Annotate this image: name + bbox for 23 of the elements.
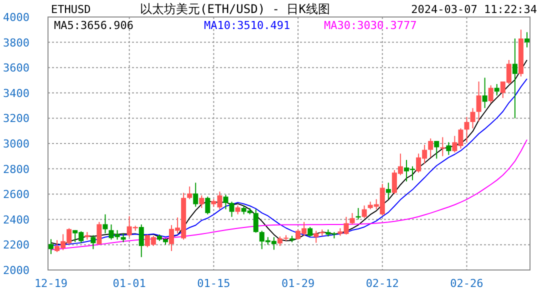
y-tick-label: 2400 xyxy=(3,213,30,226)
y-tick-label: 2800 xyxy=(3,162,30,176)
text: 2024-03-07 11:22:34 xyxy=(411,3,538,16)
x-tick-label: 01-29 xyxy=(281,277,315,290)
chart-title: 以太坊美元(ETH/USD) - 日K线图 xyxy=(140,2,330,16)
x-tick-label: 12-19 xyxy=(34,277,68,290)
y-tick-label: 3200 xyxy=(3,112,30,126)
y-tick-label: 2200 xyxy=(3,238,30,252)
y-tick-label: 2600 xyxy=(3,188,30,202)
y-tick-label: 2000 xyxy=(3,264,30,277)
text: MA10:3510.491 xyxy=(204,19,290,32)
y-tick-label: 3600 xyxy=(3,62,30,75)
text: MA30:3030.3777 xyxy=(324,19,417,32)
y-tick-label: 3400 xyxy=(3,86,30,100)
text: ETHUSD xyxy=(51,3,91,16)
x-tick-label: 02-12 xyxy=(366,277,399,290)
y-tick-label: 3800 xyxy=(3,36,30,50)
x-tick-label: 01-15 xyxy=(197,277,230,290)
y-tick-label: 4000 xyxy=(3,11,30,24)
y-tick-label: 3000 xyxy=(3,138,30,150)
x-tick-label: 02-26 xyxy=(450,277,484,290)
text: MA5:3656.906 xyxy=(54,19,134,32)
x-tick-label: 01-01 xyxy=(112,277,146,290)
